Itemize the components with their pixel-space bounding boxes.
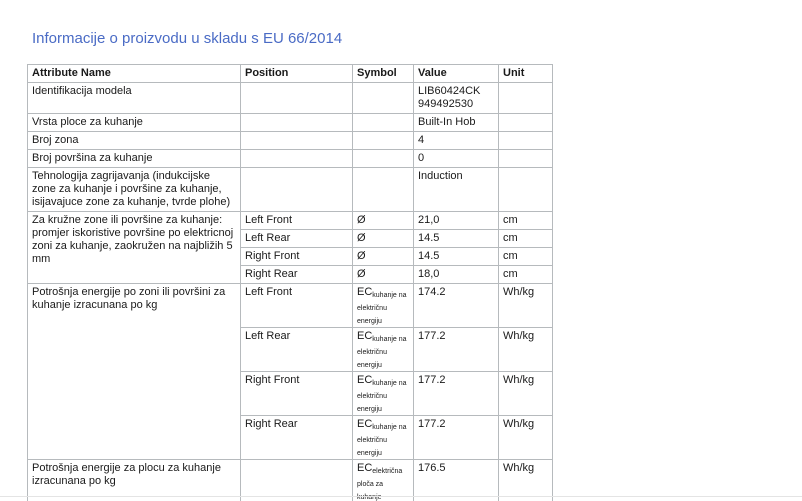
- symbol-subscript: kuhanje na električnu energiju: [357, 292, 407, 325]
- row-heating-technology: Tehnologija zagrijavanja (indukcijske zo…: [27, 167, 553, 212]
- unit-cell: Wh/kg: [498, 459, 553, 501]
- position-cell: Right Rear: [240, 415, 353, 460]
- symbol-cell: Ø: [352, 247, 414, 266]
- symbol-cell: ECkuhanje na električnu energiju: [352, 371, 414, 416]
- attribute-cell: Za kružne zone ili površine za kuhanje: …: [27, 211, 241, 284]
- symbol-cell: ECkuhanje na električnu energiju: [352, 327, 414, 372]
- value-cell: 18,0: [413, 265, 499, 284]
- symbol-subscript: kuhanje na električnu energiju: [357, 336, 407, 369]
- header-symbol: Symbol: [352, 64, 414, 83]
- value-cell: 14.5: [413, 229, 499, 248]
- symbol-base: EC: [357, 462, 373, 474]
- position-cell: [240, 149, 353, 168]
- value-cell: 177.2: [413, 371, 499, 416]
- value-cell: 14.5: [413, 247, 499, 266]
- unit-cell: [498, 113, 553, 132]
- symbol-subscript: električna ploča za kuhanje: [357, 468, 403, 501]
- attribute-cell: Tehnologija zagrijavanja (indukcijske zo…: [27, 167, 241, 212]
- attribute-cell: Broj zona: [27, 131, 241, 150]
- position-cell: [240, 113, 353, 132]
- unit-cell: Wh/kg: [498, 283, 553, 328]
- symbol-base: EC: [357, 418, 373, 430]
- unit-cell: Wh/kg: [498, 371, 553, 416]
- row-model-id: Identifikacija modela LIB60424CK 9494925…: [27, 82, 553, 114]
- symbol-cell: [352, 82, 414, 114]
- symbol-cell: ECkuhanje na električnu energiju: [352, 415, 414, 460]
- value-cell: Built-In Hob: [413, 113, 499, 132]
- value-cell: 174.2: [413, 283, 499, 328]
- value-cell: 176.5: [413, 459, 499, 501]
- value-cell: 177.2: [413, 415, 499, 460]
- symbol-base: EC: [357, 374, 373, 386]
- position-cell: [240, 459, 353, 501]
- symbol-cell: ECelektrična ploča za kuhanje: [352, 459, 414, 501]
- symbol-cell: Ø: [352, 229, 414, 248]
- symbol-subscript: kuhanje na električnu energiju: [357, 424, 407, 457]
- row-diameter-right-rear: Right Rear Ø 18,0 cm: [28, 265, 553, 284]
- row-energy-left-front: Potrošnja energije po zoni ili površini …: [27, 283, 553, 460]
- symbol-base: EC: [357, 330, 373, 342]
- attribute-cell: Potrošnja energije za plocu za kuhanje i…: [27, 459, 241, 501]
- position-cell: [240, 167, 353, 212]
- unit-cell: Wh/kg: [498, 327, 553, 372]
- value-cell: 4: [413, 131, 499, 150]
- unit-cell: [498, 82, 553, 114]
- symbol-cell: Ø: [352, 265, 414, 284]
- header-position: Position: [240, 64, 353, 83]
- attribute-cell: Broj površina za kuhanje: [27, 149, 241, 168]
- value-cell: 0: [413, 149, 499, 168]
- header-unit: Unit: [498, 64, 553, 83]
- position-cell: Right Front: [240, 371, 353, 416]
- position-cell: [240, 131, 353, 150]
- unit-cell: [498, 167, 553, 212]
- symbol-cell: [352, 131, 414, 150]
- value-cell: 21,0: [413, 211, 499, 230]
- position-cell: Left Front: [240, 283, 353, 328]
- symbol-subscript: kuhanje na električnu energiju: [357, 380, 407, 413]
- header-attribute-name: Attribute Name: [27, 64, 241, 83]
- row-diameter-left-front: Za kružne zone ili površine za kuhanje: …: [27, 211, 553, 284]
- value-cell: LIB60424CK 949492530: [413, 82, 499, 114]
- unit-cell: cm: [498, 265, 553, 284]
- header-row: Attribute Name Position Symbol Value Uni…: [27, 64, 553, 83]
- symbol-cell: Ø: [352, 211, 414, 230]
- position-cell: Left Rear: [240, 327, 353, 372]
- unit-cell: [498, 131, 553, 150]
- attribute-cell: Potrošnja energije po zoni ili površini …: [27, 283, 241, 460]
- row-areas-count: Broj površina za kuhanje 0: [27, 149, 553, 168]
- row-energy-left-rear: Left Rear ECkuhanje na električnu energi…: [28, 327, 553, 372]
- row-hob-type: Vrsta ploce za kuhanje Built-In Hob: [27, 113, 553, 132]
- position-cell: Right Rear: [240, 265, 353, 284]
- unit-cell: cm: [498, 229, 553, 248]
- position-cell: Left Rear: [240, 229, 353, 248]
- row-energy-right-front: Right Front ECkuhanje na električnu ener…: [28, 371, 553, 416]
- product-info-table: Attribute Name Position Symbol Value Uni…: [27, 64, 553, 501]
- bottom-divider: [0, 496, 802, 497]
- position-cell: [240, 82, 353, 114]
- symbol-cell: [352, 167, 414, 212]
- unit-cell: cm: [498, 211, 553, 230]
- row-energy-right-rear: Right Rear ECkuhanje na električnu energ…: [28, 415, 553, 460]
- row-energy-total: Potrošnja energije za plocu za kuhanje i…: [27, 459, 553, 501]
- symbol-base: EC: [357, 286, 373, 298]
- value-cell: Induction: [413, 167, 499, 212]
- unit-cell: [498, 149, 553, 168]
- unit-cell: cm: [498, 247, 553, 266]
- symbol-cell: [352, 113, 414, 132]
- page-title: Informacije o proizvodu u skladu s EU 66…: [32, 30, 343, 47]
- unit-cell: Wh/kg: [498, 415, 553, 460]
- position-cell: Right Front: [240, 247, 353, 266]
- attribute-cell: Identifikacija modela: [27, 82, 241, 114]
- symbol-cell: [352, 149, 414, 168]
- header-value: Value: [413, 64, 499, 83]
- value-cell: 177.2: [413, 327, 499, 372]
- position-cell: Left Front: [240, 211, 353, 230]
- row-zones-count: Broj zona 4: [27, 131, 553, 150]
- attribute-cell: Vrsta ploce za kuhanje: [27, 113, 241, 132]
- symbol-cell: ECkuhanje na električnu energiju: [352, 283, 414, 328]
